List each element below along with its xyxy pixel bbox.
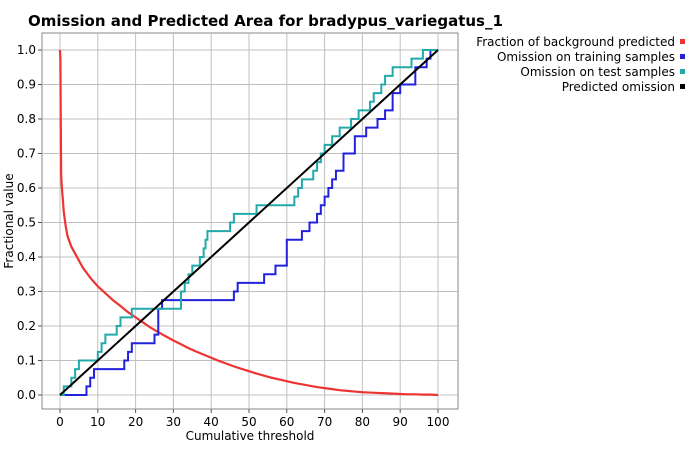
y-tick-label: 0.3: [17, 285, 36, 299]
x-tick-label: 40: [204, 415, 219, 429]
x-tick-label: 50: [241, 415, 256, 429]
legend-label: Omission on test samples: [520, 65, 675, 79]
y-tick-label: 0.5: [17, 216, 36, 230]
x-tick-label: 100: [427, 415, 450, 429]
axis-ticks: 0 10 20 30 40 50 60 70 80 90 100 0.0 0.1 0.2 0.3 0.4 0.5…: [17, 43, 450, 429]
series-line-omission-on-training-samples: [60, 49, 438, 396]
x-tick-label: 60: [279, 415, 294, 429]
x-tick-label: 90: [393, 415, 408, 429]
y-tick-label: 0.1: [17, 354, 36, 368]
legend-swatch: [680, 84, 685, 89]
legend-swatch: [680, 69, 685, 74]
x-tick-label: 10: [90, 415, 105, 429]
series-line-fraction-of-background-predicted: [58, 49, 439, 397]
y-tick-label: 1.0: [17, 43, 36, 57]
legend-swatch: [680, 54, 685, 59]
y-tick-label: 0.4: [17, 250, 36, 264]
legend-label: Omission on training samples: [497, 50, 675, 64]
series-line-omission-on-test-samples: [60, 49, 438, 396]
x-tick-label: 30: [166, 415, 181, 429]
x-tick-label: 80: [355, 415, 370, 429]
plot-area: [41, 32, 459, 410]
y-axis-label: Fractional value: [2, 173, 16, 268]
x-axis-label: Cumulative threshold: [186, 429, 315, 443]
legend-label: Predicted omission: [562, 80, 675, 94]
series-line-predicted-omission: [59, 49, 439, 396]
y-tick-label: 0.9: [17, 78, 36, 92]
x-tick-label: 20: [128, 415, 143, 429]
legend-label: Fraction of background predicted: [476, 35, 675, 49]
series-lines: [58, 49, 439, 397]
y-tick-label: 0.7: [17, 147, 36, 161]
chart-title: Omission and Predicted Area for bradypus…: [28, 12, 503, 30]
x-tick-label: 0: [56, 415, 64, 429]
y-tick-label: 0.2: [17, 319, 36, 333]
y-tick-label: 0.0: [17, 388, 36, 402]
x-tick-label: 70: [317, 415, 332, 429]
y-tick-label: 0.6: [17, 181, 36, 195]
legend-swatch: [680, 39, 685, 44]
y-tick-label: 0.8: [17, 112, 36, 126]
legend: Fraction of background predictedOmission…: [476, 35, 685, 94]
gridlines: [42, 33, 458, 409]
